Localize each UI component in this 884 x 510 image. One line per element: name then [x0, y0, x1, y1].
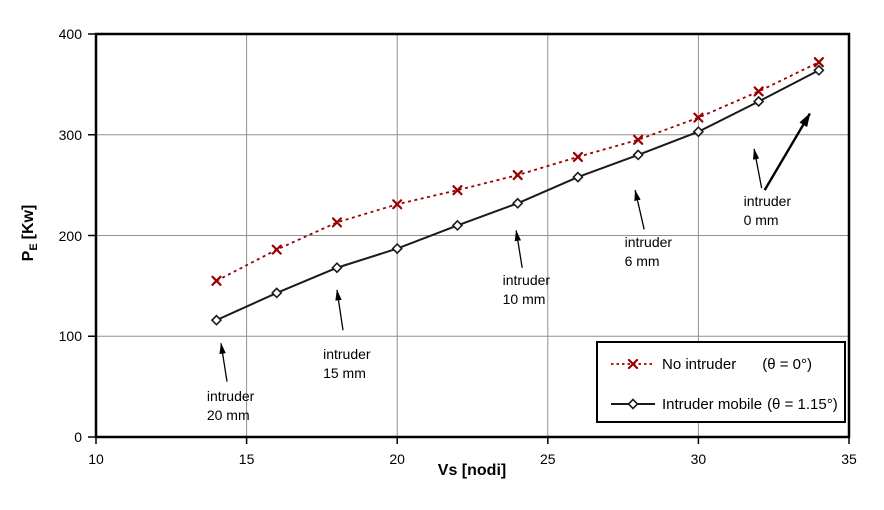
legend-item-intruder-mobile: Intruder mobile (θ = 1.15°) [598, 389, 844, 419]
x-axis-title: Vs [nodi] [437, 462, 507, 479]
legend-label-intruder-mobile: Intruder mobile [662, 395, 763, 413]
legend-sample-solid-diamond-icon [611, 398, 655, 410]
legend-label-no-intruder: No intruder [662, 355, 737, 373]
annotation-arrow [763, 112, 811, 191]
legend-sample-dotted-x-icon [611, 358, 655, 370]
annotation-arrow [752, 148, 763, 189]
legend-theta-intruder-mobile: (θ = 1.15°) [767, 395, 838, 413]
y-axis-symbol: P [19, 250, 37, 262]
y-axis-subscript: E [28, 243, 41, 251]
legend-item-no-intruder: No intruder (θ = 0°) [598, 349, 844, 379]
annotation-arrow [634, 189, 645, 230]
annotation-arrow [514, 229, 523, 268]
series-intruder-mobile [210, 64, 825, 326]
legend-theta-no-intruder: (θ = 0°) [762, 355, 812, 373]
annotation-arrow [335, 289, 344, 331]
series-no-intruder [211, 57, 824, 286]
series-line-intruder-mobile [216, 69, 820, 322]
series-line-no-intruder [216, 61, 820, 282]
legend: No intruder (θ = 0°) Intruder mobile (θ … [596, 341, 846, 423]
y-axis-title: PE [Kw] [20, 205, 40, 262]
annotation-arrow [219, 342, 228, 382]
y-axis-unit: [Kw] [19, 204, 37, 240]
